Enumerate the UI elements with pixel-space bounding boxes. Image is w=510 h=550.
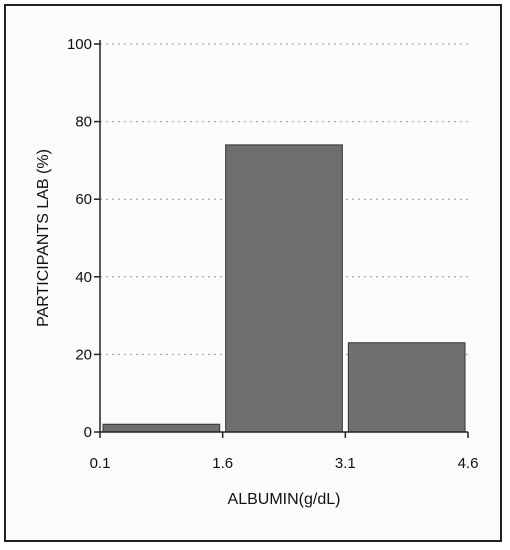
y-axis-label: PARTICIPANTS LAB (%) xyxy=(35,149,52,327)
y-ticks: 0 20 40 60 80 100 xyxy=(67,36,100,441)
bar-0 xyxy=(102,423,221,433)
x-tick-label-1: 1.6 xyxy=(212,455,233,472)
x-tick-label-2: 3.1 xyxy=(335,455,356,472)
x-axis-label: ALBUMIN(g/dL) xyxy=(228,491,341,508)
x-ticks: 0.1 1.6 3.1 4.6 xyxy=(90,432,479,472)
bar-1 xyxy=(225,144,343,433)
y-tick-label-0: 0 xyxy=(84,424,92,441)
y-tick-label-4: 80 xyxy=(75,114,92,131)
x-tick-label-0: 0.1 xyxy=(90,455,111,472)
x-tick-label-3: 4.6 xyxy=(458,455,479,472)
bars xyxy=(102,144,466,433)
bar-2 xyxy=(347,342,466,433)
y-tick-label-2: 40 xyxy=(75,269,92,286)
y-tick-label-3: 60 xyxy=(75,191,92,208)
y-tick-label-5: 100 xyxy=(67,36,92,53)
y-tick-label-1: 20 xyxy=(75,346,92,363)
